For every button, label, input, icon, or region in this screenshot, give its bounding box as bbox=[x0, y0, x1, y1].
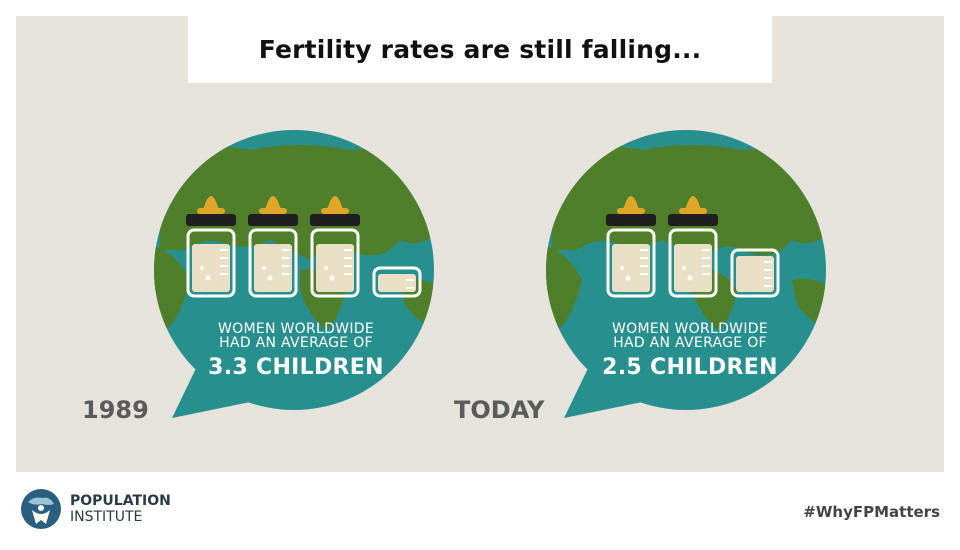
speech-tail-today bbox=[564, 360, 652, 418]
logo-line2: INSTITUTE bbox=[70, 509, 143, 525]
bottle-cap bbox=[310, 214, 360, 226]
baby-bottle-3 bbox=[372, 266, 422, 298]
caption-line1-today: WOMEN WORLDWIDE bbox=[612, 321, 768, 337]
bottle-bubble bbox=[682, 266, 686, 270]
baby-bottle-0 bbox=[186, 196, 236, 298]
bottles-today bbox=[606, 196, 780, 298]
bottle-milk bbox=[378, 274, 416, 292]
bottle-cap bbox=[186, 214, 236, 226]
bottle-bubble bbox=[205, 275, 211, 281]
baby-bottle-1 bbox=[668, 196, 718, 298]
bottle-cap bbox=[668, 214, 718, 226]
bottles-1989 bbox=[186, 196, 422, 298]
bottle-bubble bbox=[262, 266, 266, 270]
bottle-ring bbox=[259, 208, 287, 214]
globe-people-icon bbox=[21, 489, 61, 529]
year-label-today: TODAY bbox=[454, 396, 545, 424]
baby-bottle-0 bbox=[606, 196, 656, 298]
bottle-milk bbox=[192, 244, 230, 292]
caption-value-1989: 3.3 CHILDREN bbox=[208, 355, 384, 380]
bottle-ring bbox=[679, 208, 707, 214]
bottle-body bbox=[186, 228, 236, 298]
speech-tail-1989 bbox=[172, 360, 260, 418]
bottle-milk bbox=[316, 244, 354, 292]
caption-line1-1989: WOMEN WORLDWIDE bbox=[218, 321, 374, 337]
year-label-1989: 1989 bbox=[82, 396, 149, 424]
bottle-bubble bbox=[687, 275, 693, 281]
caption-value-today: 2.5 CHILDREN bbox=[602, 355, 778, 380]
bottle-bubble bbox=[324, 266, 328, 270]
logo-wordmark: POPULATION INSTITUTE bbox=[70, 493, 171, 525]
bottle-bubble bbox=[267, 275, 273, 281]
bottle-cap bbox=[248, 214, 298, 226]
bottle-bubble bbox=[329, 275, 335, 281]
population-institute-logo: POPULATION INSTITUTE bbox=[20, 488, 171, 530]
bottle-ring bbox=[197, 208, 225, 214]
bottle-bubble bbox=[625, 275, 631, 281]
baby-bottle-2 bbox=[730, 248, 780, 298]
baby-bottle-1 bbox=[248, 196, 298, 298]
bottle-cap bbox=[606, 214, 656, 226]
bottle-body bbox=[606, 228, 656, 298]
bottle-milk bbox=[674, 244, 712, 292]
bottle-body bbox=[668, 228, 718, 298]
hashtag: #WhyFPMatters bbox=[803, 503, 940, 521]
bottle-milk bbox=[736, 256, 774, 292]
logo-line1: POPULATION bbox=[70, 493, 171, 509]
title-banner: Fertility rates are still falling... bbox=[188, 16, 772, 83]
bottle-bubble bbox=[200, 266, 204, 270]
bottle-ring bbox=[321, 208, 349, 214]
caption-line2-today: HAD AN AVERAGE OF bbox=[613, 335, 767, 351]
bottle-ring bbox=[617, 208, 645, 214]
bottle-body bbox=[310, 228, 360, 298]
bottle-body bbox=[372, 266, 422, 298]
bottle-milk bbox=[254, 244, 292, 292]
caption-today: WOMEN WORLDWIDE HAD AN AVERAGE OF 2.5 CH… bbox=[590, 322, 790, 382]
bottle-milk bbox=[612, 244, 650, 292]
bottle-body bbox=[248, 228, 298, 298]
caption-1989: WOMEN WORLDWIDE HAD AN AVERAGE OF 3.3 CH… bbox=[196, 322, 396, 382]
caption-line2-1989: HAD AN AVERAGE OF bbox=[219, 335, 373, 351]
slide-title: Fertility rates are still falling... bbox=[258, 35, 702, 64]
baby-bottle-2 bbox=[310, 196, 360, 298]
bottle-bubble bbox=[620, 266, 624, 270]
bottle-body bbox=[730, 248, 780, 298]
